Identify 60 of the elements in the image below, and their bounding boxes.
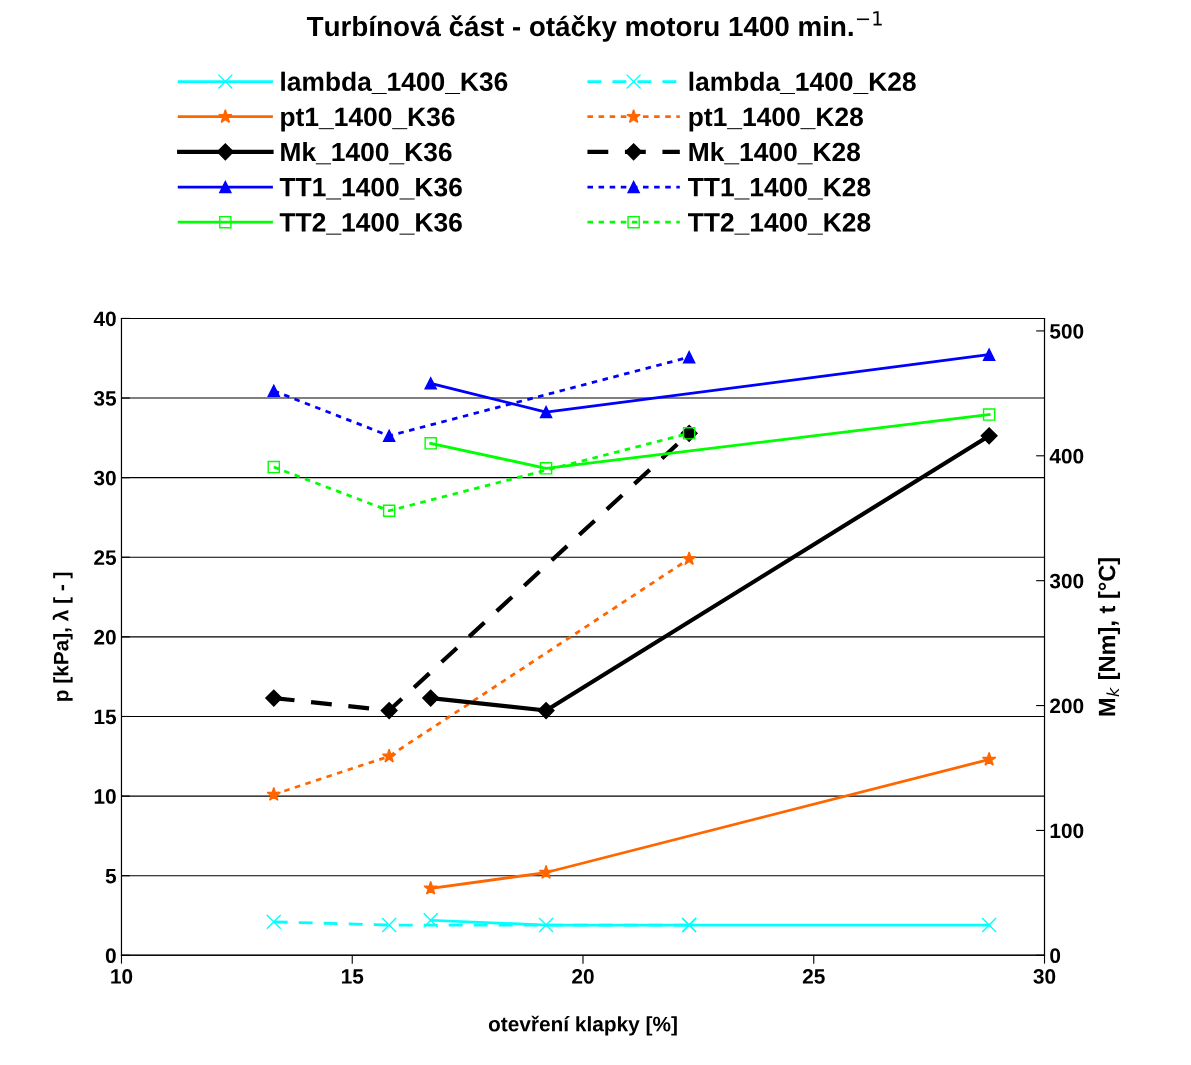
y2-tick-label: 0 — [1050, 948, 1061, 964]
point — [538, 864, 554, 879]
y2-tick-label: 300 — [1049, 573, 1084, 589]
y-tick-label: 0 — [105, 948, 116, 964]
y2-tick-label: 200 — [1050, 698, 1084, 714]
point — [267, 460, 281, 474]
legend-label: pt1_1400_K28 — [689, 107, 863, 132]
y-axis-title: p [kPa], λ [ - ] — [52, 572, 73, 701]
y-tick-label: 10 — [94, 789, 116, 804]
point — [382, 504, 396, 517]
y2-tick-label: 400 — [1049, 448, 1084, 464]
legend-label: Mk_1400_K36 — [281, 141, 452, 165]
point — [423, 880, 438, 895]
point — [422, 689, 440, 707]
point — [537, 701, 555, 720]
y-tick-label: 30 — [93, 470, 116, 486]
legend-label: TT1_1400_K28 — [688, 177, 871, 200]
x-tick-label: 30 — [1033, 969, 1056, 984]
point — [380, 701, 398, 720]
point — [538, 917, 554, 933]
point — [981, 751, 997, 766]
y-tick-label: 40 — [93, 311, 116, 327]
point — [982, 408, 996, 421]
chart-title: Turbínová část - otáčky motoru 1400 min.$^{−1}$ — [306, 11, 882, 42]
legend-label: Mk_1400_K28 — [689, 141, 861, 165]
x-tick-label: 25 — [802, 969, 825, 984]
y-tick-label: 15 — [94, 709, 117, 725]
y-tick-label: 25 — [94, 550, 117, 566]
legend-label: lambda_1400_K28 — [689, 71, 916, 95]
point — [981, 917, 997, 933]
point — [424, 377, 437, 390]
y-tick-label: 5 — [105, 868, 117, 884]
x-tick-label: 20 — [572, 969, 594, 984]
point — [382, 429, 396, 443]
legend-label: TT2_1400_K28 — [688, 212, 871, 235]
point — [424, 437, 437, 450]
y-tick-label: 20 — [94, 629, 116, 645]
point — [982, 348, 996, 361]
x-axis-title: otevření klapky [%] — [488, 1015, 677, 1036]
point — [681, 551, 697, 566]
point — [265, 689, 283, 707]
point — [381, 917, 397, 933]
legend-label: pt1_1400_K36 — [281, 107, 455, 132]
point — [980, 427, 998, 445]
point — [266, 786, 282, 801]
point — [682, 350, 696, 364]
legend-label: TT2_1400_K36 — [279, 212, 462, 235]
point — [381, 748, 397, 763]
y2-tick-label: 500 — [1050, 323, 1084, 339]
point — [423, 912, 439, 928]
x-tick-label: 15 — [341, 969, 364, 984]
point — [267, 384, 281, 398]
point — [539, 405, 553, 419]
legend-label: TT1_1400_K36 — [279, 177, 462, 200]
point — [539, 462, 553, 475]
y2-axis-title: M$_{k}$ [Nm], t [°C] — [1098, 558, 1121, 716]
y2-tick-label: 100 — [1050, 823, 1084, 839]
y-tick-label: 35 — [93, 391, 117, 406]
point — [266, 914, 282, 930]
legend-label: lambda_1400_K36 — [281, 71, 508, 95]
